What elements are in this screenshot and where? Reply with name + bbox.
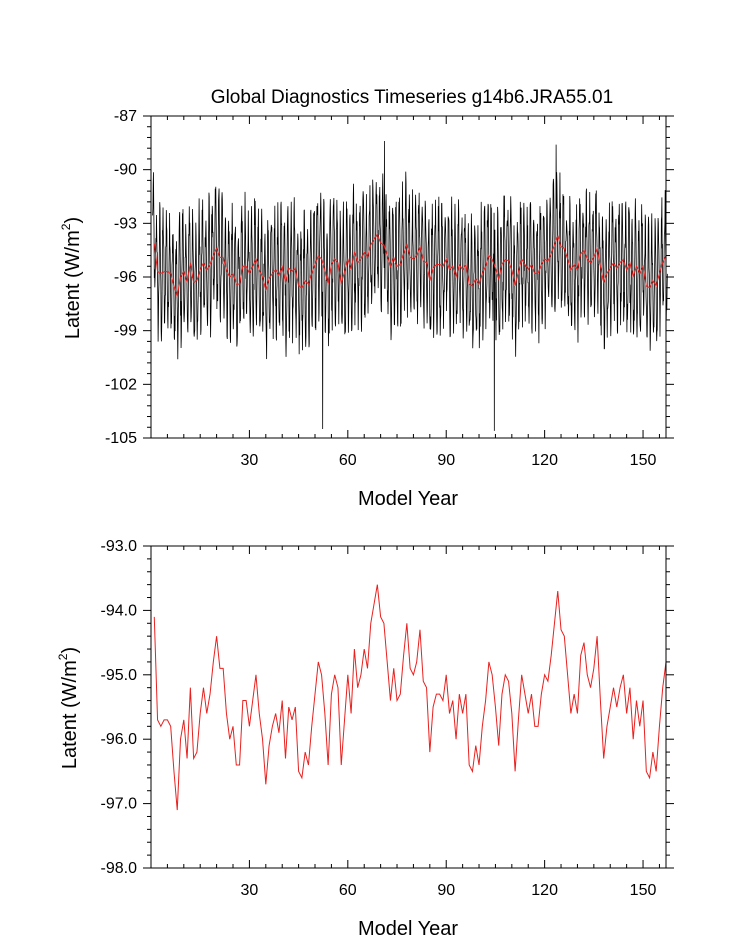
top-y-axis-label: Latent (W/m2) <box>59 217 84 339</box>
bottom-x-tick-label: 30 <box>241 882 259 899</box>
top-plot-area <box>152 141 668 431</box>
top-y-tick-label: -105 <box>105 430 137 447</box>
bottom-y-axis-label: Latent (W/m2) <box>56 647 81 769</box>
bottom-y-tick-label: -97.0 <box>101 796 138 813</box>
bottom-x-tick-label: 60 <box>339 882 357 899</box>
top-y-tick-label: -87 <box>114 108 137 125</box>
bottom-y-tick-label: -95.0 <box>101 667 138 684</box>
bottom-x-tick-label: 120 <box>531 882 558 899</box>
top-y-tick-label: -102 <box>105 376 137 393</box>
bottom-y-tick-label: -93.0 <box>101 538 138 555</box>
top-y-tick-label: -96 <box>114 269 137 286</box>
figure-title: Global Diagnostics Timeseries g14b6.JRA5… <box>211 87 613 108</box>
top-series-monthly <box>152 141 668 431</box>
bottom-y-tick-label: -94.0 <box>101 602 138 619</box>
bottom-ticks: 30 60 90 120 150 -93.0 -94.0 -95.0 -96.0 -97.0 -98… <box>101 538 674 899</box>
top-x-tick-label: 60 <box>339 452 357 469</box>
bottom-y-tick-label: -96.0 <box>101 731 138 748</box>
top-y-tick-label: -90 <box>114 162 137 179</box>
top-x-tick-label: 30 <box>241 452 259 469</box>
bottom-plot-area <box>153 584 667 811</box>
top-x-tick-label: 90 <box>437 452 455 469</box>
top-ticks: 30 60 90 120 150 -87 -90 -93 -96 -99 -102 -105 <box>105 108 674 469</box>
bottom-x-tick-label: 150 <box>630 882 657 899</box>
bottom-y-tick-label: -98.0 <box>101 860 138 877</box>
top-x-axis-label: Model Year <box>358 488 458 510</box>
bottom-x-axis-label: Model Year <box>358 918 458 940</box>
bottom-panel: 30 60 90 120 150 -93.0 -94.0 -95.0 -96.0 -97.0 -98… <box>56 538 674 940</box>
bottom-series-annual <box>153 584 667 811</box>
bottom-plot-frame <box>150 545 667 869</box>
top-y-tick-label: -99 <box>114 323 137 340</box>
top-x-tick-label: 120 <box>531 452 558 469</box>
top-panel: 30 60 90 120 150 -87 -90 -93 -96 -99 -102 -105 Mode… <box>59 108 674 510</box>
bottom-x-tick-label: 90 <box>437 882 455 899</box>
top-y-tick-label: -93 <box>114 215 137 232</box>
top-x-tick-label: 150 <box>630 452 657 469</box>
top-series-annual <box>153 232 667 297</box>
